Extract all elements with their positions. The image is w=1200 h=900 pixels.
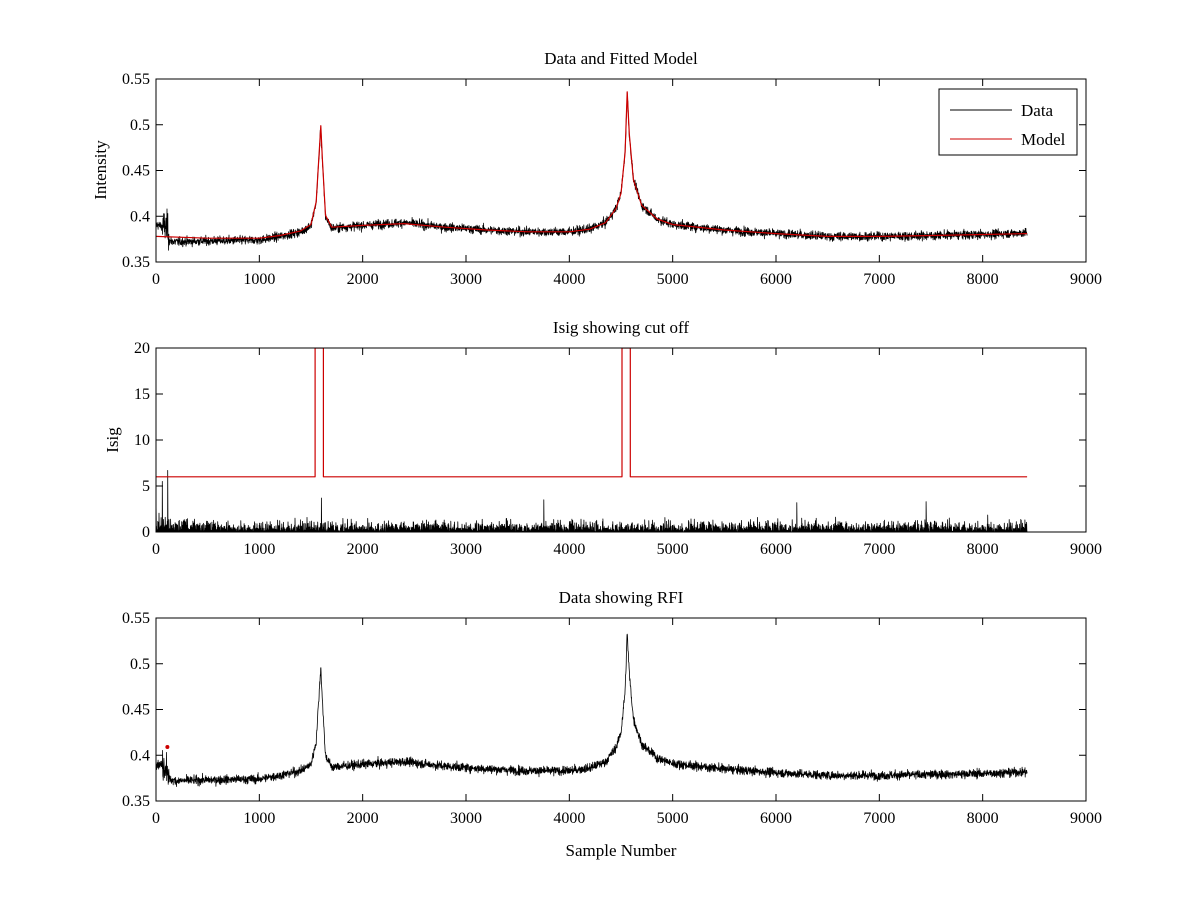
y-tick-label: 0 bbox=[142, 524, 150, 541]
y-tick-label: 0.45 bbox=[122, 702, 150, 719]
y-tick-label: 0.4 bbox=[130, 747, 150, 764]
x-tick-label: 2000 bbox=[347, 810, 379, 827]
legend-box bbox=[938, 88, 1078, 156]
plot-area bbox=[156, 348, 1028, 532]
plot-area bbox=[156, 633, 1028, 787]
y-axis-label: Intensity bbox=[91, 140, 110, 200]
x-tick-label: 1000 bbox=[243, 271, 275, 288]
axes-box bbox=[155, 617, 1087, 802]
x-tick-label: 5000 bbox=[657, 541, 689, 558]
x-tick-label: 5000 bbox=[657, 810, 689, 827]
x-tick-label: 6000 bbox=[760, 810, 792, 827]
rfi-marker bbox=[165, 745, 170, 750]
tick-group: 0 1000 2000 3000 4000 5000 6000 7000 8000 9000 0.3… bbox=[122, 610, 1102, 827]
x-tick-label: 3000 bbox=[450, 810, 482, 827]
x-tick-label: 3000 bbox=[450, 271, 482, 288]
series-red-1 bbox=[156, 348, 1028, 478]
tick-group: 0 1000 2000 3000 4000 5000 6000 7000 8000 9000 0 5 1… bbox=[134, 340, 1102, 558]
panel-title: Data showing RFI bbox=[559, 588, 684, 607]
series-black-0 bbox=[156, 469, 1028, 532]
x-tick-label: 9000 bbox=[1070, 810, 1102, 827]
x-tick-label: 8000 bbox=[967, 271, 999, 288]
x-tick-label: 6000 bbox=[760, 271, 792, 288]
x-tick-label: 9000 bbox=[1070, 541, 1102, 558]
y-tick-label: 5 bbox=[142, 478, 150, 495]
y-tick-label: 0.5 bbox=[130, 656, 150, 673]
axes-box bbox=[155, 347, 1087, 533]
panel-title: Isig showing cut off bbox=[553, 318, 689, 337]
legend-label-model: Model bbox=[1021, 130, 1066, 149]
x-axis-label: Sample Number bbox=[566, 841, 677, 860]
panel-title: Data and Fitted Model bbox=[544, 49, 698, 68]
y-tick-label: 0.4 bbox=[130, 208, 150, 225]
x-tick-label: 4000 bbox=[553, 271, 585, 288]
x-tick-label: 6000 bbox=[760, 541, 792, 558]
series-model-1 bbox=[156, 91, 1028, 239]
x-tick-label: 7000 bbox=[863, 541, 895, 558]
panel-isig: Isig showing cut off Isig 0 1000 2000 3000 4… bbox=[103, 318, 1102, 558]
y-tick-label: 0.55 bbox=[122, 71, 150, 88]
x-tick-label: 8000 bbox=[967, 541, 999, 558]
y-tick-label: 10 bbox=[134, 432, 150, 449]
x-tick-label: 0 bbox=[152, 810, 160, 827]
y-tick-label: 20 bbox=[134, 340, 150, 357]
legend: Data Model bbox=[938, 88, 1078, 156]
x-tick-label: 7000 bbox=[863, 810, 895, 827]
y-tick-label: 0.55 bbox=[122, 610, 150, 627]
x-tick-label: 4000 bbox=[553, 541, 585, 558]
x-tick-label: 2000 bbox=[347, 541, 379, 558]
panel-rfi: Data showing RFI 0 1000 2000 3000 4000 5000 60… bbox=[122, 588, 1102, 860]
axes-box bbox=[155, 78, 1087, 263]
x-tick-label: 9000 bbox=[1070, 271, 1102, 288]
y-axis-label: Isig bbox=[103, 427, 122, 453]
plot-area bbox=[156, 91, 1028, 251]
x-tick-label: 7000 bbox=[863, 271, 895, 288]
y-tick-label: 0.35 bbox=[122, 254, 150, 271]
x-tick-label: 0 bbox=[152, 271, 160, 288]
y-tick-label: 0.35 bbox=[122, 793, 150, 810]
x-tick-label: 8000 bbox=[967, 810, 999, 827]
tick-group: 0 1000 2000 3000 4000 5000 6000 7000 8000 9000 0.3… bbox=[122, 71, 1102, 288]
x-tick-label: 5000 bbox=[657, 271, 689, 288]
y-tick-label: 15 bbox=[134, 386, 150, 403]
x-tick-label: 2000 bbox=[347, 271, 379, 288]
y-tick-label: 0.45 bbox=[122, 163, 150, 180]
x-tick-label: 3000 bbox=[450, 541, 482, 558]
y-tick-label: 0.5 bbox=[130, 117, 150, 134]
legend-label-data: Data bbox=[1021, 101, 1054, 120]
x-tick-label: 0 bbox=[152, 541, 160, 558]
series-data-0 bbox=[156, 92, 1028, 251]
x-tick-label: 1000 bbox=[243, 810, 275, 827]
x-tick-label: 4000 bbox=[553, 810, 585, 827]
panel-data-and-model: Data and Fitted Model Intensity 0 1000 200… bbox=[91, 49, 1102, 288]
x-tick-label: 1000 bbox=[243, 541, 275, 558]
series-black-0 bbox=[156, 633, 1028, 787]
